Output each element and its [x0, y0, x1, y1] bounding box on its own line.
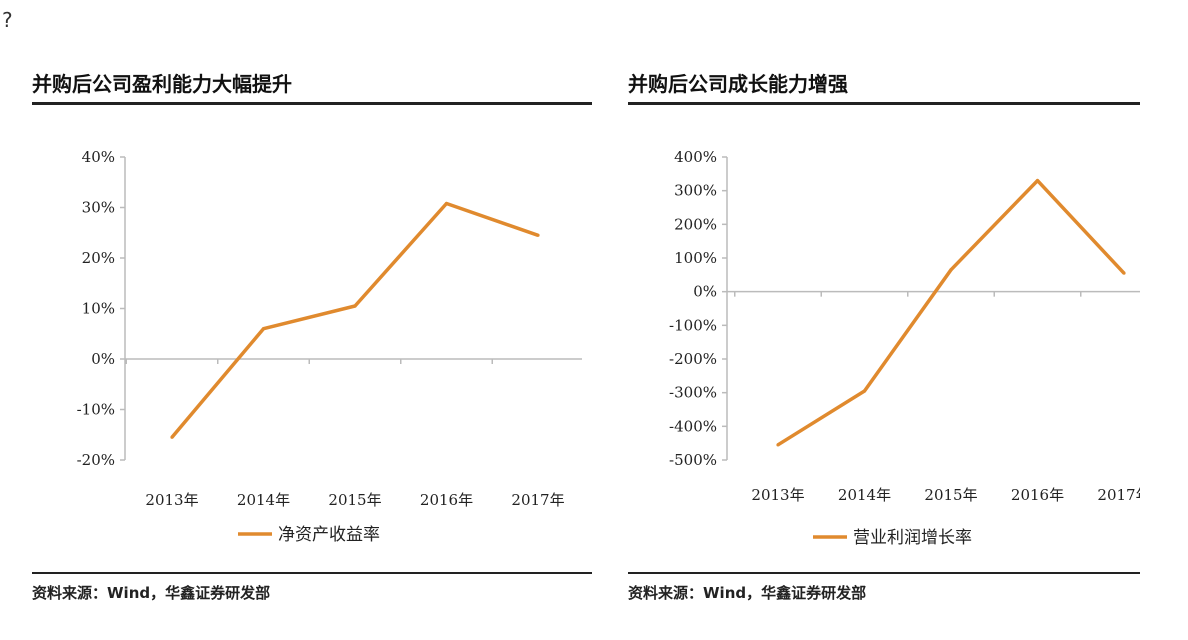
x-tick-label: 2015年 [924, 486, 977, 504]
right-source-note: 资料来源：Wind，华鑫证券研发部 [628, 584, 867, 602]
left-title-rule [32, 102, 592, 105]
x-tick-label: 2017年 [511, 491, 564, 509]
x-tick-label: 2014年 [237, 491, 290, 509]
y-tick-label: -20% [77, 451, 115, 469]
y-tick-label: -10% [77, 401, 115, 419]
corner-question-mark: ? [2, 8, 13, 32]
y-tick-label: 10% [82, 300, 115, 318]
data-point [949, 268, 953, 272]
x-tick-label: 2013年 [145, 491, 198, 509]
data-point [1122, 271, 1126, 275]
series-line [170, 201, 539, 439]
y-tick-label: 100% [674, 249, 717, 267]
left-chart-panel: 并购后公司盈利能力大幅提升 40% 30% 20% 10% 0% -10% -20% 2013… [32, 60, 592, 620]
left-panel-title: 并购后公司盈利能力大幅提升 [32, 72, 292, 96]
x-tick-label: 2016年 [420, 491, 473, 509]
legend-label: 营业利润增长率 [853, 528, 972, 548]
data-point [536, 233, 540, 237]
data-point [862, 389, 867, 393]
x-tick-label: 2014年 [838, 486, 891, 504]
left-source-note: 资料来源：Wind，华鑫证券研发部 [32, 584, 271, 602]
series-line [777, 178, 1126, 447]
x-tick-label: 2016年 [1011, 486, 1064, 504]
data-point [444, 201, 449, 206]
x-tick-label: 2015年 [328, 491, 381, 509]
y-tick-label: 20% [82, 249, 115, 267]
y-tick-label: -100% [669, 316, 717, 334]
legend-label: 净资产收益率 [278, 525, 380, 545]
y-tick-label: 200% [674, 215, 717, 233]
right-panel-title: 并购后公司成长能力增强 [628, 72, 848, 96]
y-tick-label: -400% [669, 417, 717, 435]
y-tick-label: -300% [669, 384, 717, 402]
y-tick-label: 40% [82, 148, 115, 166]
y-tick-label: 400% [674, 148, 717, 166]
y-tick-label: -200% [669, 350, 717, 368]
right-source-rule [628, 572, 1140, 574]
right-chart-panel: 并购后公司成长能力增强 400% 300% 200% 100% 0% -100% -200%… [628, 60, 1140, 620]
x-tick-label: 2017年 [1097, 486, 1140, 504]
right-line-chart: 400% 300% 200% 100% 0% -100% -200% -300% -400% -5… [669, 148, 1140, 548]
data-point [170, 435, 174, 439]
y-tick-label: 30% [82, 199, 115, 217]
x-tick-label: 2013年 [751, 486, 804, 504]
left-source-rule [32, 572, 592, 574]
left-line-chart: 40% 30% 20% 10% 0% -10% -20% 2013年 2014年 2015年 201… [77, 148, 582, 545]
data-point [261, 327, 266, 331]
right-title-rule [628, 102, 1140, 105]
data-point [353, 304, 357, 308]
y-tick-label: 300% [674, 182, 717, 200]
y-tick-label: 0% [693, 283, 717, 301]
y-tick-label: -500% [669, 451, 717, 469]
y-tick-label: 0% [91, 350, 115, 368]
data-point [1035, 178, 1040, 183]
data-point [776, 443, 780, 447]
